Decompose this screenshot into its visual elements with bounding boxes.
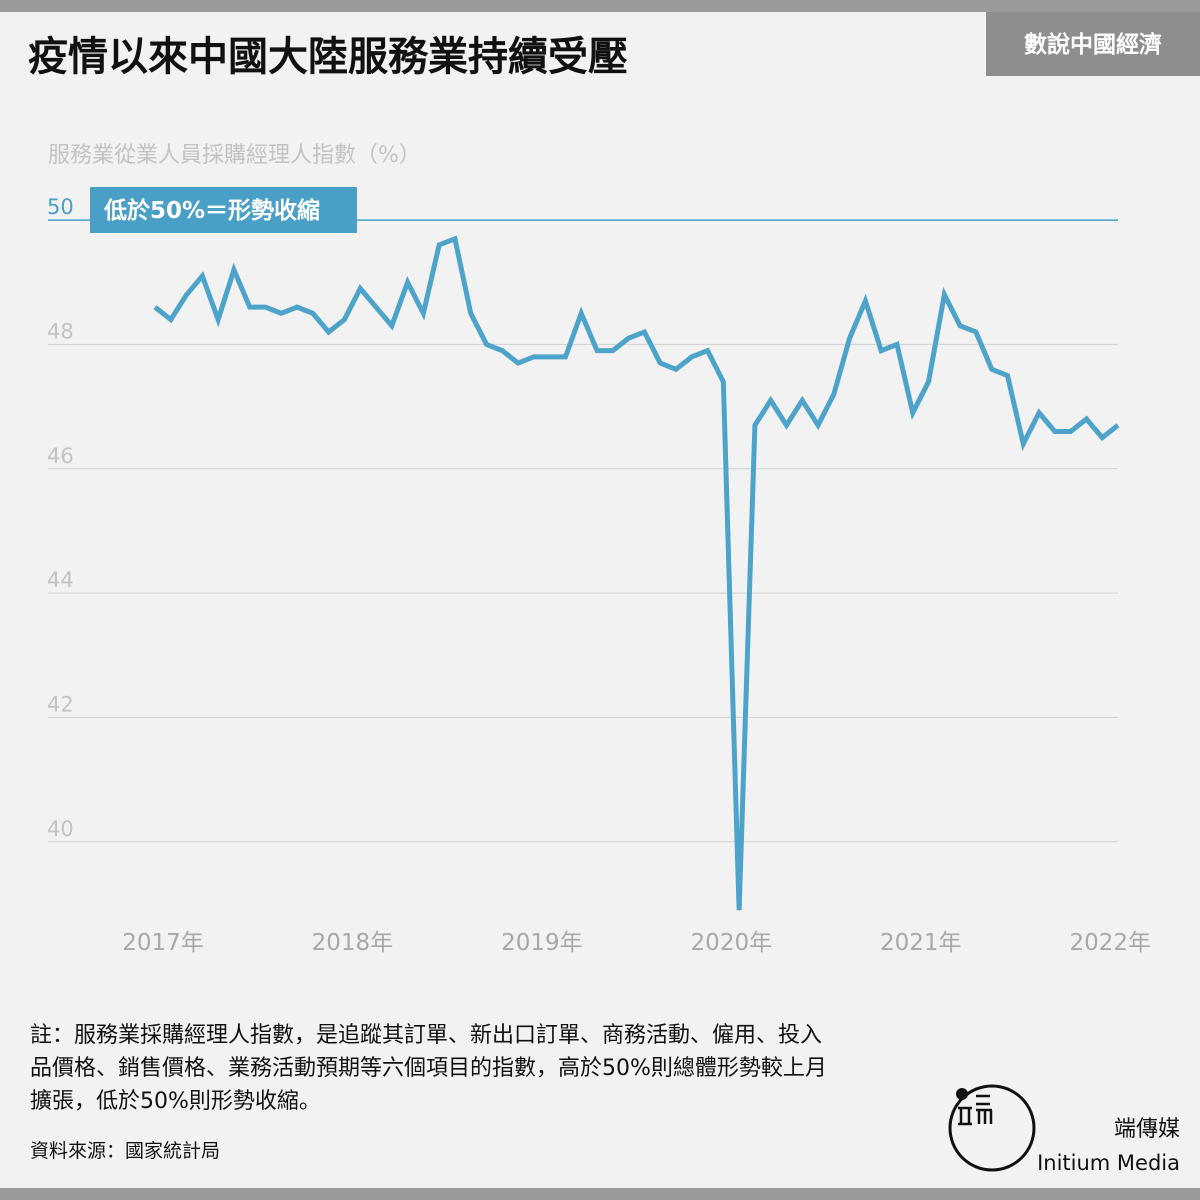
x-tick-label: 2019年 — [501, 930, 583, 956]
x-tick-label: 2017年 — [122, 930, 204, 956]
logo-circle — [948, 1084, 1036, 1172]
source: 資料來源：國家統計局 — [30, 1140, 220, 1162]
plot: 40 42 44 46 48 50 2017年 2018年 2019年 2020年 2021年 202… — [47, 195, 1151, 956]
top-bar — [0, 0, 1200, 12]
y-tick-label: 40 — [47, 817, 74, 841]
note-line: 品價格、銷售價格、業務活動預期等六個項目的指數，高於50%則總體形勢較上月 — [30, 1056, 827, 1081]
header-tag: 數說中國經濟 — [1024, 31, 1162, 58]
bottom-bar — [0, 1188, 1200, 1200]
brand-name-en: Initium Media — [1037, 1151, 1180, 1175]
note-line: 註：服務業採購經理人指數，是追蹤其訂單、新出口訂單、商務活動、僱用、投入 — [30, 1023, 822, 1048]
tag-box — [986, 12, 1200, 76]
annotation-box — [90, 187, 357, 233]
brand-name: 端傳媒 — [1114, 1117, 1180, 1142]
chart-title: 疫情以來中國大陸服務業持續受壓 — [28, 34, 628, 80]
x-tick-label: 2020年 — [691, 930, 773, 956]
x-tick-label: 2021年 — [880, 930, 962, 956]
y-tick-label: 48 — [47, 319, 74, 343]
y-tick-label: 46 — [47, 444, 74, 468]
annotation: 低於50%＝形勢收縮 — [103, 197, 320, 224]
y-tick-label: 50 — [47, 195, 74, 219]
x-tick-label: 2018年 — [312, 930, 394, 956]
logo — [948, 1084, 1036, 1172]
data-line — [153, 235, 1120, 911]
logo-glyph — [958, 1094, 993, 1126]
logo-dot — [956, 1088, 968, 1100]
y-tick-label: 44 — [47, 568, 74, 592]
note-line: 擴張，低於50%則形勢收縮。 — [30, 1089, 321, 1114]
x-tick-label: 2022年 — [1069, 930, 1151, 956]
y-axis-label: 服務業從業人員採購經理人指數（%） — [48, 143, 421, 168]
y-tick-label: 42 — [47, 692, 74, 716]
